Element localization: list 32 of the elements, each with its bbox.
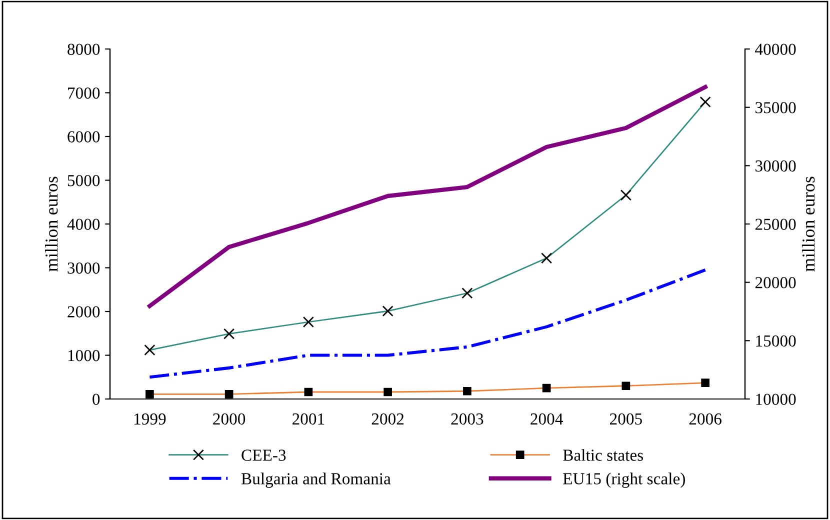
x-tick-label: 2005	[610, 413, 642, 425]
y-tick-label: 4000	[67, 218, 100, 230]
y-tick-label: 6000	[68, 131, 100, 142]
y-tick-label: 3000	[68, 262, 100, 274]
line-series	[148, 268, 707, 379]
y-tick-label: 1000	[68, 350, 100, 362]
y-tick-label: 8000	[68, 44, 100, 55]
x-tick-label: 2002	[372, 413, 404, 425]
y2-tick-label: 10000	[756, 394, 796, 405]
line-series	[148, 84, 708, 308]
y-tick-label: 0	[92, 394, 100, 405]
y-tick-label: 5000	[68, 174, 100, 186]
y2-tick-label: 30000	[756, 160, 796, 172]
x-tick-label: 2006	[689, 413, 722, 425]
legend-label: Bulgaria and Romania	[241, 472, 391, 488]
y2-tick-label: 35000	[756, 102, 796, 114]
y2-tick-label: 20000	[755, 277, 796, 288]
legend-label: EU15 (right scale)	[563, 472, 685, 488]
y-tick-label: 2000	[68, 306, 100, 318]
y2-tick-label: 40000	[755, 44, 796, 55]
x-tick-label: 2003	[451, 413, 484, 425]
x-tick-label: 2004	[530, 413, 563, 425]
y2-tick-label: 25000	[755, 218, 796, 230]
y-axis-title: million euros	[45, 176, 58, 272]
legend-label: CEE-3	[242, 450, 286, 461]
x-tick-label: 2001	[292, 413, 324, 425]
y-tick-label: 7000	[68, 87, 100, 99]
y2-axis-title: million euros	[802, 176, 815, 272]
legend-label: Baltic states	[563, 449, 643, 461]
y2-tick-label: 15000	[756, 335, 796, 347]
x-tick-label: 2000	[213, 413, 246, 425]
x-tick-label: 1999	[134, 413, 166, 425]
